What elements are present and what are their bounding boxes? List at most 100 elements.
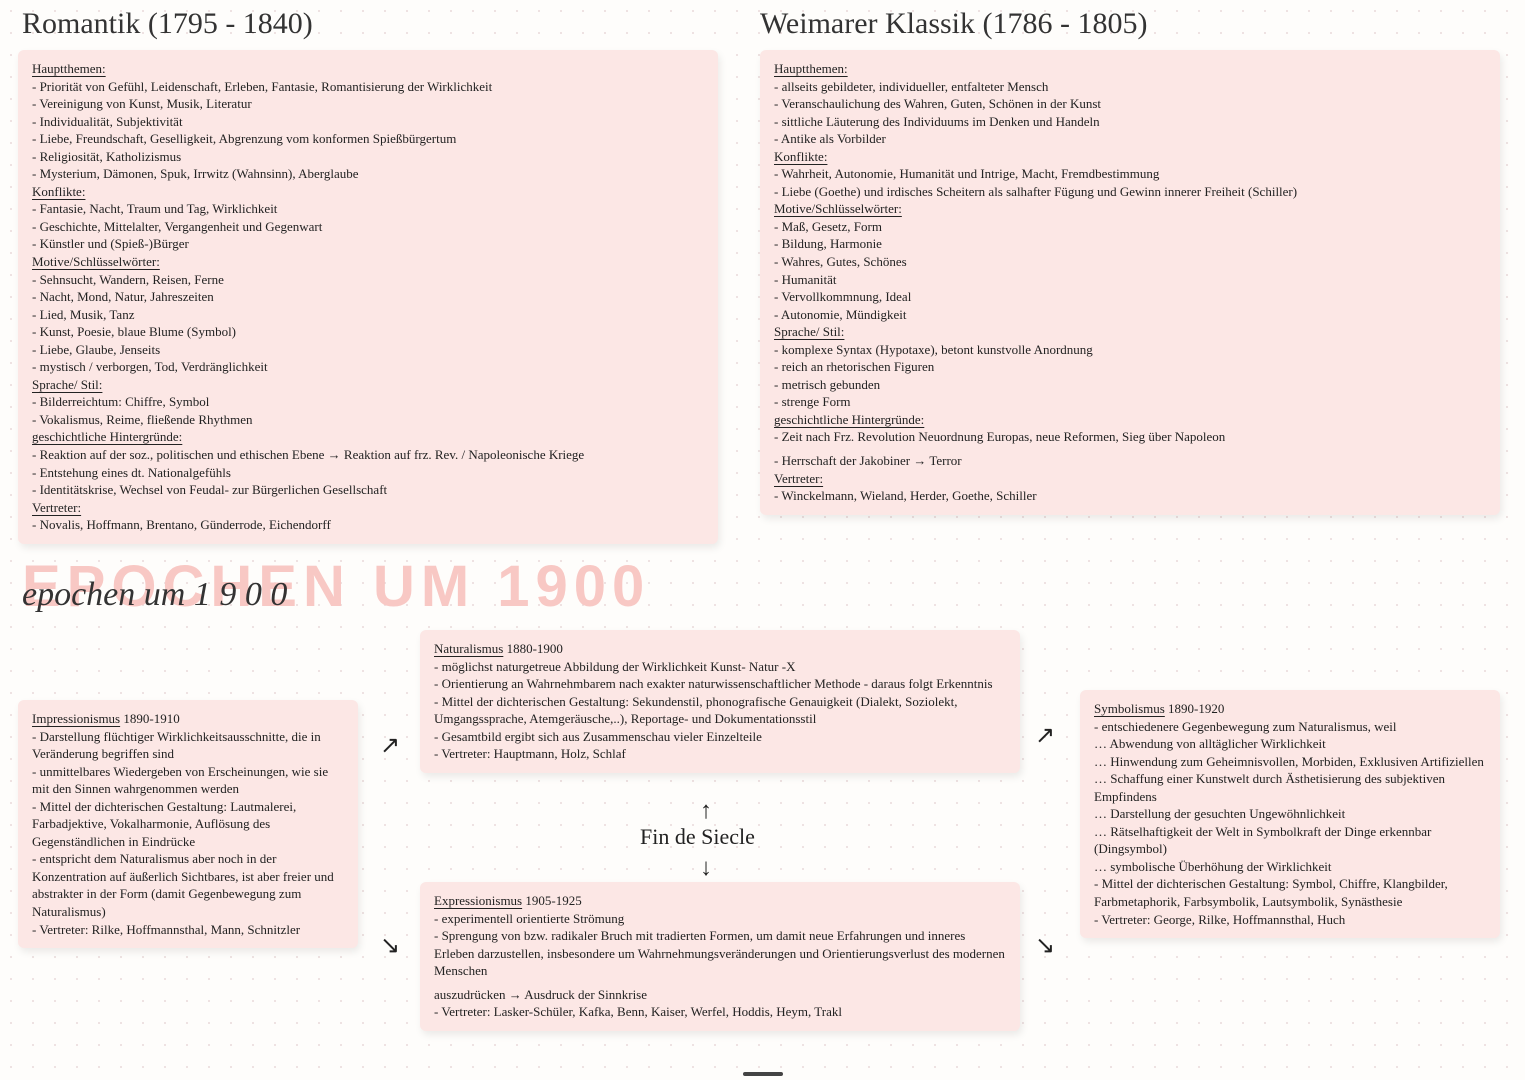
text-line: - Vertreter: George, Rilke, Hoffmannstha… — [1094, 911, 1486, 929]
text-line: - Vertreter: Lasker-Schüler, Kafka, Benn… — [434, 1003, 1006, 1021]
text-line: - Vertreter: Rilke, Hoffmannsthal, Mann,… — [32, 921, 344, 939]
card-naturalismus: Naturalismus 1880-1900 - möglichst natur… — [420, 630, 1020, 773]
text-line: - unmittelbares Wiedergeben von Erschein… — [32, 763, 344, 798]
klassik-sect-geschichte: geschichtliche Hintergründe: — [774, 411, 1486, 429]
text-line: - Identitätskrise, Wechsel von Feudal- z… — [32, 481, 704, 499]
text-line: - Mittel der dichterischen Gestaltung: L… — [32, 798, 344, 851]
arrow-se-icon: ↘ — [380, 930, 400, 962]
text-line: - experimentell orientierte Strömung — [434, 910, 1006, 928]
card-symbolismus: Symbolismus 1890-1920 - entschiedenere G… — [1080, 690, 1500, 938]
card-klassik: Hauptthemen: - allseits gebildeter, indi… — [760, 50, 1500, 515]
heading-klassik: Weimarer Klassik (1786 - 1805) — [760, 4, 1147, 45]
text-line: - Bilderreichtum: Chiffre, Symbol — [32, 393, 704, 411]
arrow-ne-icon: ↗ — [1035, 720, 1055, 752]
text-line: - Humanität — [774, 271, 1486, 289]
klassik-sect-vertreter: Vertreter: — [774, 470, 1486, 488]
text-line: - Vervollkommnung, Ideal — [774, 288, 1486, 306]
impress-title: Impressionismus 1890-1910 — [32, 711, 180, 726]
romantik-sect-konflikte: Konflikte: — [32, 183, 704, 201]
text-line: - komplexe Syntax (Hypotaxe), betont kun… — [774, 341, 1486, 359]
arrow-ne-icon: ↗ — [380, 730, 400, 762]
text-line: - Mittel der dichterischen Gestaltung: S… — [434, 693, 1006, 728]
text-line: - Liebe (Goethe) und irdisches Scheitern… — [774, 183, 1486, 201]
romantik-sect-vertreter: Vertreter: — [32, 499, 704, 517]
text-line: - Vertreter: Hauptmann, Holz, Schlaf — [434, 745, 1006, 763]
text-line: - Nacht, Mond, Natur, Jahreszeiten — [32, 288, 704, 306]
text-line: … Hinwendung zum Geheimnisvollen, Morbid… — [1094, 753, 1486, 771]
text-line: - entschiedenere Gegenbewegung zum Natur… — [1094, 718, 1486, 736]
text-line: - metrisch gebunden — [774, 376, 1486, 394]
text-line: - Gesamtbild ergibt sich aus Zusammensch… — [434, 728, 1006, 746]
text-line: - Lied, Musik, Tanz — [32, 306, 704, 324]
romantik-sect-hauptthemen: Hauptthemen: — [32, 60, 704, 78]
express-range: 1905-1925 — [525, 893, 581, 908]
text-line: - entspricht dem Naturalismus aber noch … — [32, 850, 344, 920]
card-impressionismus: Impressionismus 1890-1910 - Darstellung … — [18, 700, 358, 948]
symbol-range: 1890-1920 — [1168, 701, 1224, 716]
text-line: - Novalis, Hoffmann, Brentano, Günderrod… — [32, 516, 704, 534]
text-line: - Sehnsucht, Wandern, Reisen, Ferne — [32, 271, 704, 289]
text-line: - Liebe, Glaube, Jenseits — [32, 341, 704, 359]
text-line: auszudrücken → Ausdruck der Sinnkrise — [434, 986, 1006, 1004]
heading-epochen-1900: epochen um 1 9 0 0 — [22, 572, 287, 618]
text-line: - Religiosität, Katholizismus — [32, 148, 704, 166]
text-line: - Sprengung von bzw. radikaler Bruch mit… — [434, 927, 1006, 980]
text-line: - Vokalismus, Reime, fließende Rhythmen — [32, 411, 704, 429]
text-line: - Fantasie, Nacht, Traum und Tag, Wirkli… — [32, 200, 704, 218]
text-line: - Vereinigung von Kunst, Musik, Literatu… — [32, 95, 704, 113]
klassik-sect-konflikte: Konflikte: — [774, 148, 1486, 166]
text-line: - Maß, Gesetz, Form — [774, 218, 1486, 236]
text-line: … Rätselhaftigkeit der Welt in Symbolkra… — [1094, 823, 1486, 858]
text-line: … Darstellung der gesuchten Ungewöhnlich… — [1094, 805, 1486, 823]
text-line: - Individualität, Subjektivität — [32, 113, 704, 131]
arrow-up-icon: ↑ — [700, 795, 712, 827]
page-handle-icon — [743, 1072, 783, 1076]
label-fin-de-siecle: Fin de Siecle — [640, 822, 755, 852]
impress-title-text: Impressionismus — [32, 711, 120, 726]
romantik-sect-motive: Motive/Schlüsselwörter: — [32, 253, 704, 271]
card-romantik: Hauptthemen: - Priorität von Gefühl, Lei… — [18, 50, 718, 544]
arrow-down-icon: ↓ — [700, 852, 712, 884]
text-line: - Orientierung an Wahrnehmbarem nach exa… — [434, 675, 1006, 693]
text-line: - Entstehung eines dt. Nationalgefühls — [32, 464, 704, 482]
text-line: - Winckelmann, Wieland, Herder, Goethe, … — [774, 487, 1486, 505]
text-line: - Antike als Vorbilder — [774, 130, 1486, 148]
romantik-sect-geschichte: geschichtliche Hintergründe: — [32, 428, 704, 446]
text-line: - Reaktion auf der soz., politischen und… — [32, 446, 704, 464]
text-line: - Priorität von Gefühl, Leidenschaft, Er… — [32, 78, 704, 96]
card-expressionismus: Expressionismus 1905-1925 - experimentel… — [420, 882, 1020, 1031]
text-line: - strenge Form — [774, 393, 1486, 411]
text-line: - Bildung, Harmonie — [774, 235, 1486, 253]
text-line: - möglichst naturgetreue Abbildung der W… — [434, 658, 1006, 676]
text-line: - reich an rhetorischen Figuren — [774, 358, 1486, 376]
klassik-sect-sprache: Sprache/ Stil: — [774, 323, 1486, 341]
text-line: … Abwendung von alltäglicher Wirklichkei… — [1094, 735, 1486, 753]
natural-title-text: Naturalismus — [434, 641, 503, 656]
text-line: - Autonomie, Mündigkeit — [774, 306, 1486, 324]
text-line: - allseits gebildeter, individueller, en… — [774, 78, 1486, 96]
klassik-sect-motive: Motive/Schlüsselwörter: — [774, 200, 1486, 218]
symbol-title: Symbolismus 1890-1920 — [1094, 701, 1224, 716]
text-line: - Zeit nach Frz. Revolution Neuordnung E… — [774, 428, 1486, 446]
impress-range: 1890-1910 — [123, 711, 179, 726]
express-title: Expressionismus 1905-1925 — [434, 893, 582, 908]
text-line: - Künstler und (Spieß-)Bürger — [32, 235, 704, 253]
text-line: - Veranschaulichung des Wahren, Guten, S… — [774, 95, 1486, 113]
text-line: - Mysterium, Dämonen, Spuk, Irrwitz (Wah… — [32, 165, 704, 183]
text-line: - Kunst, Poesie, blaue Blume (Symbol) — [32, 323, 704, 341]
text-line: - Wahrheit, Autonomie, Humanität und Int… — [774, 165, 1486, 183]
klassik-sect-hauptthemen: Hauptthemen: — [774, 60, 1486, 78]
text-line: - Darstellung flüchtiger Wirklichkeitsau… — [32, 728, 344, 763]
text-line: - mystisch / verborgen, Tod, Verdränglic… — [32, 358, 704, 376]
symbol-title-text: Symbolismus — [1094, 701, 1165, 716]
text-line: - Liebe, Freundschaft, Geselligkeit, Abg… — [32, 130, 704, 148]
text-line: - Wahres, Gutes, Schönes — [774, 253, 1486, 271]
text-line: - Herrschaft der Jakobiner → Terror — [774, 452, 1486, 470]
arrow-se-icon: ↘ — [1035, 930, 1055, 962]
text-line: … symbolische Überhöhung der Wirklichkei… — [1094, 858, 1486, 876]
natural-range: 1880-1900 — [507, 641, 563, 656]
express-title-text: Expressionismus — [434, 893, 522, 908]
heading-romantik: Romantik (1795 - 1840) — [22, 4, 313, 45]
romantik-sect-sprache: Sprache/ Stil: — [32, 376, 704, 394]
text-line: - Geschichte, Mittelalter, Vergangenheit… — [32, 218, 704, 236]
